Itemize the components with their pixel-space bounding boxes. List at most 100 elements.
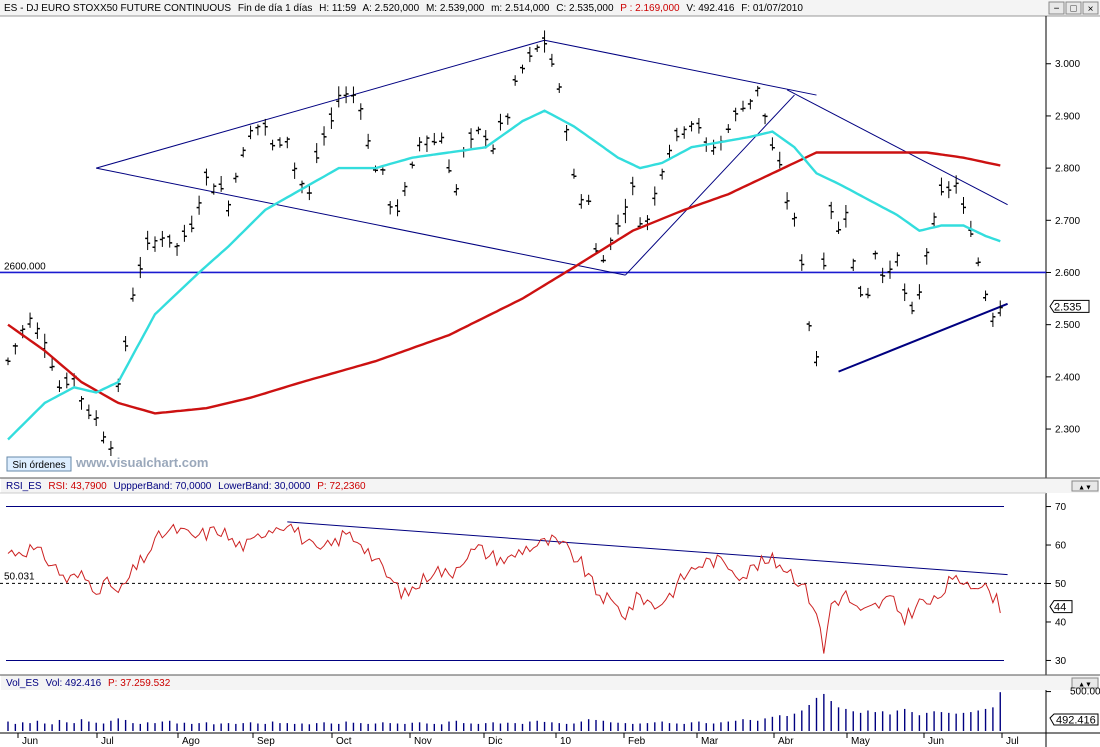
- rsi-title-name: RSI_ES: [6, 481, 42, 492]
- price-bar: [630, 176, 636, 196]
- price-bar: [850, 258, 856, 272]
- x-tick-label: Dic: [488, 736, 502, 747]
- rsi-title-p: P: 72,2360: [317, 481, 366, 492]
- price-bar: [314, 143, 320, 164]
- panel-toggle-icon: ▲▼: [1078, 682, 1092, 689]
- price-bar: [328, 107, 334, 129]
- watermark: www.visualchart.com: [75, 455, 208, 470]
- price-bar: [534, 44, 540, 52]
- rsi-panel-toggle-button[interactable]: ▲▼: [1071, 480, 1099, 492]
- minimize-button[interactable]: −: [1048, 1, 1065, 15]
- panel-toggle-icon: ▲▼: [1078, 485, 1092, 492]
- price-bar: [564, 125, 570, 141]
- price-y-tick-label: 2.600: [1055, 268, 1080, 279]
- price-bars: [5, 30, 1003, 456]
- rsi-title-value: RSI: 43,7900: [48, 481, 107, 492]
- maximize-button[interactable]: □: [1065, 1, 1082, 15]
- x-tick-label: Ago: [182, 736, 200, 747]
- price-bar: [130, 287, 136, 302]
- price-bar: [181, 224, 187, 242]
- rsi-mid-label: 50.031: [4, 571, 35, 582]
- rsi-last-marker: 44: [1049, 600, 1073, 614]
- price-bar: [755, 85, 761, 97]
- price-bar: [27, 312, 33, 328]
- price-bar: [299, 180, 305, 194]
- price-bar: [86, 404, 92, 420]
- price-bar: [799, 254, 805, 271]
- price-bar: [843, 204, 849, 228]
- header-h: H: 11:59: [319, 3, 356, 14]
- vol-panel-toggle-button[interactable]: ▲▼: [1071, 677, 1099, 689]
- x-tick-label: Feb: [628, 736, 646, 747]
- ma-fast-line: [7, 109, 1001, 441]
- price-bar: [402, 181, 408, 197]
- price-bar: [505, 113, 511, 125]
- price-bar: [865, 287, 871, 299]
- price-bar: [350, 86, 356, 104]
- price-bar: [395, 199, 401, 217]
- rsi-header-bar: [1, 478, 1099, 493]
- price-bar: [600, 255, 606, 263]
- price-bar: [725, 124, 731, 134]
- price-bar: [5, 357, 11, 366]
- price-bar: [387, 201, 393, 215]
- order-button[interactable]: Sin órdenes: [6, 456, 72, 472]
- x-tick-label: 10: [560, 736, 572, 747]
- price-bar: [483, 130, 489, 149]
- close-button[interactable]: ×: [1082, 1, 1099, 15]
- rsi-trendline: [287, 521, 1008, 576]
- x-tick-label: Nov: [414, 736, 432, 747]
- price-bar: [365, 133, 371, 149]
- header-title: ES - DJ EURO STOXX50 FUTURE CONTINUOUS F…: [4, 3, 803, 14]
- vol-last-marker: 492.416: [1049, 713, 1099, 727]
- x-axis: Jun Jul Ago Sep Oct Nov Dic 10 Feb Mar Abr May Jun Ju…: [17, 733, 1019, 747]
- x-tick-label: Sep: [257, 736, 275, 747]
- close-icon: ×: [1088, 4, 1094, 15]
- price-bar: [814, 350, 819, 367]
- price-bar: [894, 252, 900, 267]
- price-bar: [12, 343, 18, 355]
- x-tick-label: Mar: [701, 736, 719, 747]
- rsi-y-axis: 70 60 50 40 30: [1046, 502, 1067, 667]
- price-y-tick-label: 2.400: [1055, 372, 1080, 383]
- x-tick-label: Jul: [1006, 736, 1019, 747]
- header-a: A: 2.520,000: [362, 3, 419, 14]
- price-bar: [622, 198, 628, 224]
- x-tick-label: Oct: [336, 736, 352, 747]
- trendline: [544, 39, 817, 96]
- price-bar: [108, 440, 114, 456]
- rsi-y-tick-label: 50: [1055, 579, 1067, 590]
- price-bar: [152, 236, 158, 252]
- price-bar: [696, 117, 702, 134]
- rsi-title: RSI_ES RSI: 43,7900 UppperBand: 70,0000 …: [6, 481, 366, 492]
- price-bar: [872, 250, 878, 260]
- price-bar: [953, 175, 959, 194]
- price-bar: [880, 267, 886, 284]
- price-bar: [916, 284, 922, 300]
- price-bar: [542, 30, 548, 53]
- volume-bars: [7, 691, 1051, 731]
- vol-title: Vol_ES Vol: 492.416 P: 37.259.532: [6, 678, 171, 689]
- price-bar: [784, 192, 790, 210]
- price-bar: [791, 212, 797, 227]
- price-bar: [924, 248, 930, 265]
- x-tick-label: Abr: [778, 736, 794, 747]
- price-bar: [828, 201, 834, 220]
- price-bar: [174, 243, 180, 256]
- maximize-icon: □: [1070, 4, 1076, 15]
- price-bar: [123, 336, 129, 352]
- price-bar: [961, 196, 966, 214]
- price-bar: [64, 372, 70, 389]
- price-bar: [203, 168, 209, 186]
- price-bar: [292, 162, 298, 179]
- price-bar: [931, 212, 937, 229]
- x-tick-label: Jun: [22, 736, 38, 747]
- last-price-label: 2.535: [1054, 301, 1082, 313]
- header-bar: [0, 0, 1100, 16]
- rsi-y-tick-label: 30: [1055, 656, 1067, 667]
- price-bar: [490, 144, 496, 155]
- price-bar: [821, 252, 827, 270]
- price-bar: [740, 100, 746, 112]
